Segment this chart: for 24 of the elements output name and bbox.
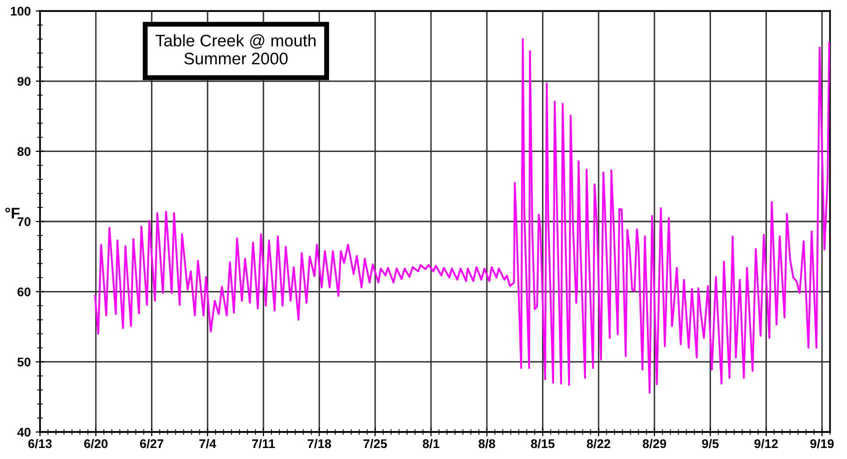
y-tick-label: 90 bbox=[18, 76, 30, 86]
x-tick-label: 7/11 bbox=[252, 438, 275, 448]
x-tick-label: 8/22 bbox=[586, 438, 610, 448]
y-axis-title: °F bbox=[5, 208, 20, 218]
x-tick-label: 9/19 bbox=[810, 438, 834, 448]
x-tick-label: 9/12 bbox=[754, 438, 778, 448]
x-tick-label: 6/27 bbox=[140, 438, 164, 448]
x-tick-label: 8/1 bbox=[422, 438, 440, 448]
x-tick-label: 8/29 bbox=[642, 438, 666, 448]
x-tick-label: 9/5 bbox=[702, 438, 719, 448]
x-tick-label: 7/4 bbox=[199, 438, 216, 448]
x-tick-label: 7/25 bbox=[364, 438, 387, 448]
y-tick-label: 80 bbox=[17, 147, 30, 156]
y-tick-label: 100 bbox=[10, 6, 30, 16]
y-tick-label: 50 bbox=[17, 358, 30, 366]
x-tick-label: 7/18 bbox=[308, 438, 332, 448]
x-tick-label: 6/20 bbox=[84, 438, 108, 448]
y-tick-label: 70 bbox=[18, 217, 30, 226]
x-tick-label: 8/8 bbox=[478, 438, 496, 448]
x-tick-label: 8/15 bbox=[530, 438, 555, 448]
text: Table Creek @ mouth Summer 2000 bbox=[156, 34, 316, 64]
y-tick-label: 40 bbox=[17, 428, 30, 437]
y-tick-label: 60 bbox=[18, 287, 30, 296]
x-tick-label: 6/13 bbox=[28, 438, 52, 448]
